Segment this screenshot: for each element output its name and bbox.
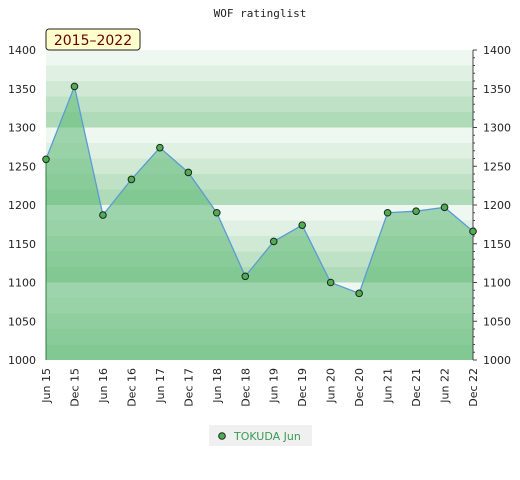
x-tick-label: Jun 21 — [382, 368, 395, 404]
y-tick-label-left: 1100 — [8, 277, 36, 290]
band — [46, 112, 473, 128]
data-point[interactable] — [127, 175, 136, 184]
band — [46, 127, 473, 143]
y-tick-label-left: 1400 — [8, 44, 36, 57]
x-tick-label: Jun 19 — [268, 368, 281, 404]
x-tick-label: Dec 21 — [410, 368, 423, 407]
data-point[interactable] — [469, 227, 477, 236]
x-tick-label: Dec 18 — [239, 368, 252, 407]
data-point[interactable] — [298, 221, 307, 229]
y-tick-label-left: 1150 — [8, 238, 36, 251]
x-tick-label: Dec 20 — [353, 368, 366, 407]
data-point[interactable] — [99, 211, 107, 219]
y-tick-label-left: 1000 — [8, 354, 36, 367]
x-tick-label: Dec 22 — [467, 368, 480, 407]
data-point[interactable] — [326, 278, 335, 287]
y-tick-label-left: 1350 — [8, 83, 36, 96]
band — [46, 50, 473, 66]
y-tick-label-right: 1000 — [483, 354, 511, 367]
data-point[interactable] — [42, 155, 50, 164]
legend[interactable]: TOKUDA Jun — [209, 425, 312, 446]
y-tick-label-right: 1050 — [483, 315, 511, 328]
band — [46, 174, 473, 190]
data-point[interactable] — [184, 168, 193, 177]
y-tick-label-right: 1100 — [483, 277, 511, 290]
x-tick-label: Dec 17 — [182, 368, 195, 407]
x-tick-label: Jun 16 — [97, 368, 110, 404]
x-tick-label: Dec 16 — [125, 368, 138, 407]
y-tick-label-left: 1250 — [8, 160, 36, 173]
y-tick-label-left: 1300 — [8, 122, 36, 135]
y-tick-label-left: 1200 — [8, 199, 36, 212]
data-point[interactable] — [269, 237, 278, 246]
series-area — [46, 86, 473, 361]
y-tick-label-right: 1400 — [483, 44, 511, 57]
data-point[interactable] — [156, 143, 164, 152]
legend-label: TOKUDA Jun — [233, 430, 301, 443]
y-tick-label-right: 1200 — [483, 199, 511, 212]
y-tick-label-left: 1050 — [8, 315, 36, 328]
chart-title: WOF ratinglist — [214, 7, 307, 20]
data-point[interactable] — [383, 208, 392, 217]
y-tick-label-right: 1150 — [483, 238, 511, 251]
period-badge: 2015–2022 — [45, 28, 141, 51]
band — [46, 81, 473, 97]
band — [46, 65, 473, 81]
data-point[interactable] — [213, 208, 221, 217]
x-tick-label: Jun 22 — [439, 368, 452, 404]
x-tick-label: Jun 15 — [40, 368, 53, 404]
period-badge-box — [45, 28, 141, 51]
band — [46, 143, 473, 159]
legend-box — [209, 425, 312, 446]
data-point[interactable] — [241, 272, 250, 281]
period-badge-text: 2015–2022 — [54, 33, 132, 49]
band — [46, 189, 473, 205]
band — [46, 158, 473, 174]
data-point[interactable] — [440, 203, 449, 212]
x-tick-label: Jun 18 — [211, 368, 224, 404]
y-tick-label-right: 1300 — [483, 122, 511, 135]
x-tick-label: Jun 17 — [154, 368, 167, 404]
x-tick-label: Jun 20 — [325, 368, 338, 404]
legend-marker — [218, 432, 226, 440]
series-line — [45, 84, 474, 295]
data-point[interactable] — [355, 289, 363, 298]
data-point[interactable] — [412, 207, 420, 215]
area-layer — [45, 84, 474, 361]
x-tick-label: Dec 15 — [68, 368, 81, 407]
data-markers — [42, 82, 477, 298]
data-point[interactable] — [70, 82, 79, 91]
y-tick-label-right: 1350 — [483, 83, 511, 96]
x-tick-label: Dec 19 — [296, 368, 309, 407]
band — [46, 96, 473, 112]
axes: 1000 1000 1050 1050 1100 1100 1150 1150 1200 1200… — [8, 44, 511, 407]
y-tick-label-right: 1250 — [483, 160, 511, 173]
